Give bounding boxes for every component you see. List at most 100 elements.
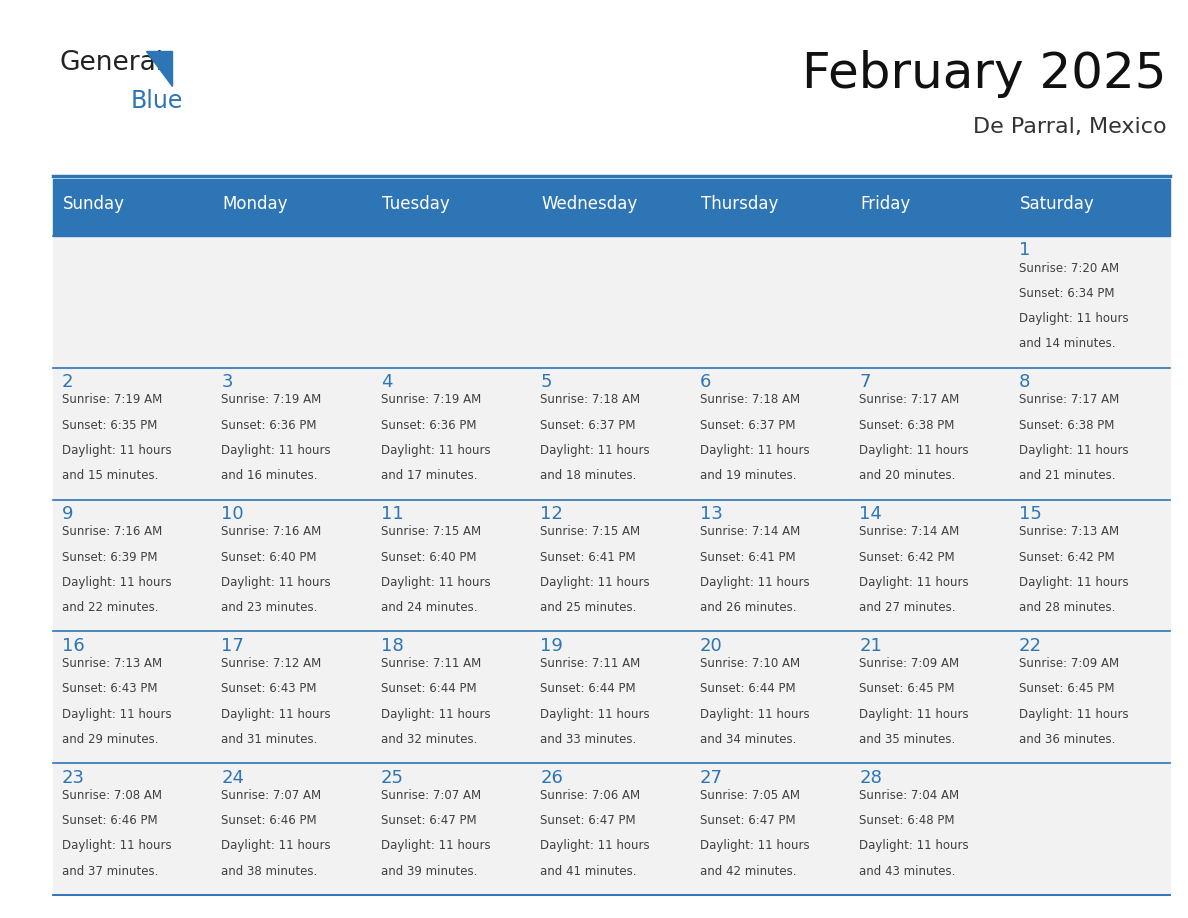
Text: and 35 minutes.: and 35 minutes.	[859, 733, 955, 746]
Text: Sunrise: 7:20 AM: Sunrise: 7:20 AM	[1019, 262, 1119, 274]
Text: Daylight: 11 hours: Daylight: 11 hours	[700, 576, 809, 588]
Text: Tuesday: Tuesday	[383, 195, 450, 213]
Text: Sunset: 6:38 PM: Sunset: 6:38 PM	[859, 419, 955, 431]
Text: Daylight: 11 hours: Daylight: 11 hours	[859, 839, 969, 853]
Text: Sunrise: 7:05 AM: Sunrise: 7:05 AM	[700, 789, 800, 802]
Text: Daylight: 11 hours: Daylight: 11 hours	[381, 708, 491, 721]
Text: Sunset: 6:44 PM: Sunset: 6:44 PM	[381, 682, 476, 695]
Text: and 43 minutes.: and 43 minutes.	[859, 865, 956, 878]
Text: 25: 25	[381, 768, 404, 787]
Text: Sunrise: 7:17 AM: Sunrise: 7:17 AM	[1019, 394, 1119, 407]
Text: Sunset: 6:48 PM: Sunset: 6:48 PM	[859, 814, 955, 827]
Text: Sunset: 6:44 PM: Sunset: 6:44 PM	[541, 682, 636, 695]
Text: 18: 18	[381, 637, 404, 655]
Text: 11: 11	[381, 505, 404, 523]
Text: Sunset: 6:34 PM: Sunset: 6:34 PM	[1019, 287, 1114, 300]
Text: and 26 minutes.: and 26 minutes.	[700, 601, 796, 614]
Text: and 19 minutes.: and 19 minutes.	[700, 469, 796, 482]
Text: February 2025: February 2025	[802, 50, 1167, 98]
Text: Sunset: 6:38 PM: Sunset: 6:38 PM	[1019, 419, 1114, 431]
Text: and 33 minutes.: and 33 minutes.	[541, 733, 637, 746]
Text: 2: 2	[62, 374, 74, 391]
Text: Sunset: 6:40 PM: Sunset: 6:40 PM	[221, 551, 317, 564]
Text: Daylight: 11 hours: Daylight: 11 hours	[221, 839, 331, 853]
Text: Sunrise: 7:14 AM: Sunrise: 7:14 AM	[700, 525, 801, 538]
Text: Wednesday: Wednesday	[542, 195, 638, 213]
Text: Thursday: Thursday	[701, 195, 778, 213]
Text: and 34 minutes.: and 34 minutes.	[700, 733, 796, 746]
Text: Sunset: 6:43 PM: Sunset: 6:43 PM	[221, 682, 317, 695]
Text: 12: 12	[541, 505, 563, 523]
Text: and 28 minutes.: and 28 minutes.	[1019, 601, 1116, 614]
Text: Sunset: 6:47 PM: Sunset: 6:47 PM	[541, 814, 636, 827]
Text: 4: 4	[381, 374, 392, 391]
Text: Daylight: 11 hours: Daylight: 11 hours	[541, 708, 650, 721]
Text: 6: 6	[700, 374, 712, 391]
Text: Daylight: 11 hours: Daylight: 11 hours	[700, 839, 809, 853]
Text: 15: 15	[1019, 505, 1042, 523]
Text: Sunset: 6:45 PM: Sunset: 6:45 PM	[1019, 682, 1114, 695]
Text: Sunrise: 7:19 AM: Sunrise: 7:19 AM	[62, 394, 162, 407]
Text: 19: 19	[541, 637, 563, 655]
Text: Monday: Monday	[222, 195, 287, 213]
Text: Sunset: 6:35 PM: Sunset: 6:35 PM	[62, 419, 157, 431]
Text: Daylight: 11 hours: Daylight: 11 hours	[541, 576, 650, 588]
Text: 22: 22	[1019, 637, 1042, 655]
Text: Daylight: 11 hours: Daylight: 11 hours	[221, 708, 331, 721]
Text: and 31 minutes.: and 31 minutes.	[221, 733, 317, 746]
Text: Daylight: 11 hours: Daylight: 11 hours	[381, 444, 491, 457]
Text: Daylight: 11 hours: Daylight: 11 hours	[700, 708, 809, 721]
Text: Daylight: 11 hours: Daylight: 11 hours	[859, 444, 969, 457]
Text: Sunset: 6:43 PM: Sunset: 6:43 PM	[62, 682, 157, 695]
Text: Sunrise: 7:15 AM: Sunrise: 7:15 AM	[541, 525, 640, 538]
Text: and 42 minutes.: and 42 minutes.	[700, 865, 796, 878]
Text: and 17 minutes.: and 17 minutes.	[381, 469, 478, 482]
Text: Blue: Blue	[131, 89, 183, 113]
Text: Daylight: 11 hours: Daylight: 11 hours	[1019, 312, 1129, 325]
Text: and 41 minutes.: and 41 minutes.	[541, 865, 637, 878]
Text: Daylight: 11 hours: Daylight: 11 hours	[62, 708, 171, 721]
Text: 17: 17	[221, 637, 245, 655]
Text: Sunrise: 7:12 AM: Sunrise: 7:12 AM	[221, 657, 322, 670]
Text: Daylight: 11 hours: Daylight: 11 hours	[221, 444, 331, 457]
Text: Sunset: 6:39 PM: Sunset: 6:39 PM	[62, 551, 157, 564]
Text: Sunset: 6:36 PM: Sunset: 6:36 PM	[381, 419, 476, 431]
Text: Sunset: 6:44 PM: Sunset: 6:44 PM	[700, 682, 796, 695]
Text: and 39 minutes.: and 39 minutes.	[381, 865, 478, 878]
Text: Sunset: 6:41 PM: Sunset: 6:41 PM	[541, 551, 636, 564]
Text: Sunset: 6:37 PM: Sunset: 6:37 PM	[700, 419, 796, 431]
Text: Daylight: 11 hours: Daylight: 11 hours	[62, 839, 171, 853]
Text: and 23 minutes.: and 23 minutes.	[221, 601, 317, 614]
Text: and 38 minutes.: and 38 minutes.	[221, 865, 317, 878]
Text: 3: 3	[221, 374, 233, 391]
Text: Daylight: 11 hours: Daylight: 11 hours	[1019, 708, 1129, 721]
Text: and 36 minutes.: and 36 minutes.	[1019, 733, 1116, 746]
Text: Daylight: 11 hours: Daylight: 11 hours	[541, 444, 650, 457]
Text: Sunrise: 7:04 AM: Sunrise: 7:04 AM	[859, 789, 960, 802]
Text: Sunrise: 7:16 AM: Sunrise: 7:16 AM	[221, 525, 322, 538]
Text: Sunrise: 7:15 AM: Sunrise: 7:15 AM	[381, 525, 481, 538]
Text: Sunset: 6:36 PM: Sunset: 6:36 PM	[221, 419, 317, 431]
Text: Sunset: 6:40 PM: Sunset: 6:40 PM	[381, 551, 476, 564]
Text: 10: 10	[221, 505, 244, 523]
Text: Sunrise: 7:14 AM: Sunrise: 7:14 AM	[859, 525, 960, 538]
Text: and 16 minutes.: and 16 minutes.	[221, 469, 318, 482]
Text: and 20 minutes.: and 20 minutes.	[859, 469, 956, 482]
Text: Daylight: 11 hours: Daylight: 11 hours	[1019, 444, 1129, 457]
Text: Sunrise: 7:11 AM: Sunrise: 7:11 AM	[381, 657, 481, 670]
Text: Daylight: 11 hours: Daylight: 11 hours	[859, 576, 969, 588]
Text: Daylight: 11 hours: Daylight: 11 hours	[221, 576, 331, 588]
Text: Daylight: 11 hours: Daylight: 11 hours	[62, 444, 171, 457]
Text: 21: 21	[859, 637, 883, 655]
Text: Friday: Friday	[860, 195, 911, 213]
Text: Daylight: 11 hours: Daylight: 11 hours	[859, 708, 969, 721]
Text: Sunset: 6:41 PM: Sunset: 6:41 PM	[700, 551, 796, 564]
Text: Saturday: Saturday	[1020, 195, 1095, 213]
Text: Daylight: 11 hours: Daylight: 11 hours	[700, 444, 809, 457]
Text: Sunset: 6:42 PM: Sunset: 6:42 PM	[859, 551, 955, 564]
Text: Sunrise: 7:09 AM: Sunrise: 7:09 AM	[1019, 657, 1119, 670]
Text: Sunrise: 7:16 AM: Sunrise: 7:16 AM	[62, 525, 162, 538]
Text: Sunrise: 7:19 AM: Sunrise: 7:19 AM	[221, 394, 322, 407]
Text: Sunset: 6:42 PM: Sunset: 6:42 PM	[1019, 551, 1114, 564]
Text: 9: 9	[62, 505, 74, 523]
